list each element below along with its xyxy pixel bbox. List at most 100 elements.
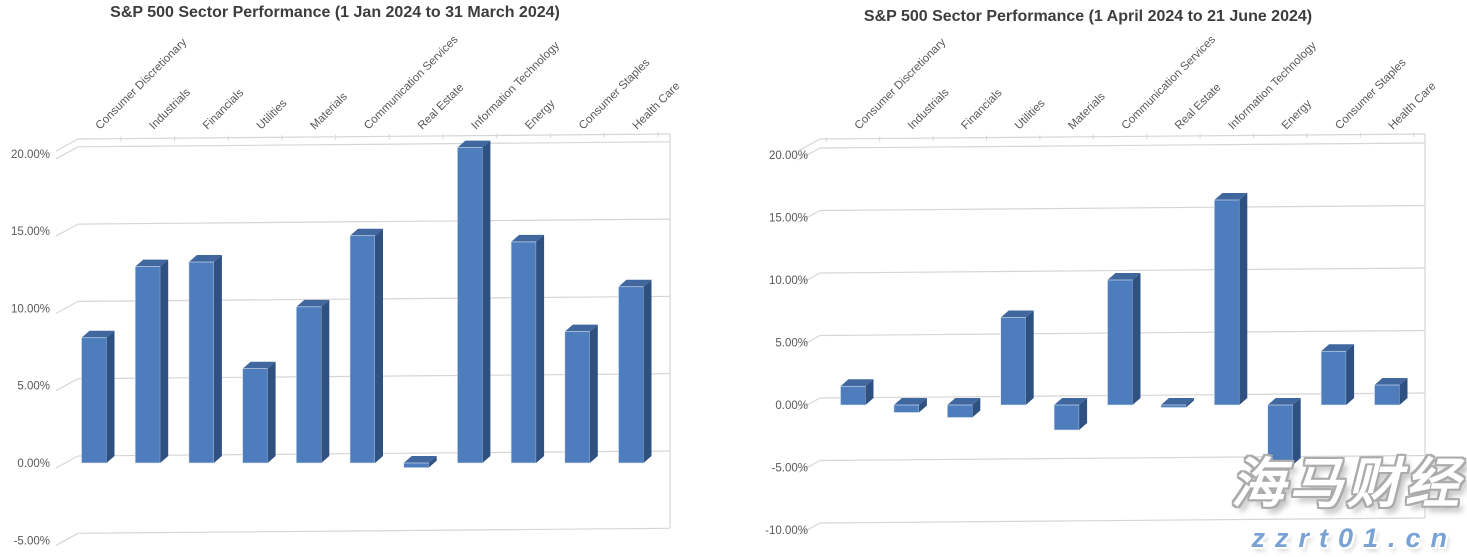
bar-financials xyxy=(188,255,222,464)
bar-real-estate xyxy=(403,456,437,468)
bar-consumer-discretionary xyxy=(840,379,874,406)
bar-top-face xyxy=(403,456,437,463)
category-label: Consumer Discretionary xyxy=(853,36,949,132)
category-label: Financials xyxy=(959,87,1004,132)
bar-side-face xyxy=(375,228,383,463)
bar-side-face xyxy=(213,255,222,463)
bar-front-face xyxy=(564,331,591,464)
category-label: Real Estate xyxy=(416,82,467,133)
gridline-leadin xyxy=(797,459,821,474)
watermark-site-url: zzrt01.cn xyxy=(1251,523,1457,553)
bar-front-face xyxy=(1000,317,1027,406)
gridline xyxy=(819,517,1426,524)
chart-q2-title: S&P 500 Sector Performance (1 April 2024… xyxy=(863,8,1313,25)
bar-top-face xyxy=(1054,398,1088,405)
bar-side-face xyxy=(106,330,115,463)
y-axis-tick-label: 0.00% xyxy=(775,400,808,412)
category-label: Communication Services xyxy=(362,34,461,133)
gridline-leadin xyxy=(55,223,79,237)
bar-front-face xyxy=(1160,404,1187,408)
bar-energy xyxy=(1267,398,1301,466)
gridline xyxy=(77,141,671,148)
bar-front-face xyxy=(188,261,215,464)
bar-front-face xyxy=(510,241,537,464)
bar-side-face xyxy=(267,361,276,463)
bar-top-face xyxy=(242,361,276,369)
bar-front-face xyxy=(134,266,161,464)
bar-real-estate xyxy=(1160,398,1194,408)
bar-side-face xyxy=(1346,344,1355,405)
bar-top-face xyxy=(457,140,491,148)
y-axis-tick-label: 0.00% xyxy=(17,458,50,470)
bar-side-face xyxy=(1399,378,1408,405)
y-axis-tick-label: -10.00% xyxy=(765,525,808,537)
bar-top-face xyxy=(893,398,927,405)
gridline-leadin xyxy=(55,455,79,469)
bar-side-face xyxy=(1292,398,1301,465)
bar-materials xyxy=(295,299,330,464)
gridline-leadin xyxy=(797,397,821,411)
bar-top-face xyxy=(135,259,169,267)
bar-front-face xyxy=(1267,404,1293,466)
bar-utilities xyxy=(1000,310,1034,406)
bar-top-face xyxy=(840,379,874,387)
bar-top-face xyxy=(618,279,652,287)
gridline-leadin xyxy=(55,532,79,546)
gridline xyxy=(819,267,1426,274)
bar-top-face xyxy=(1374,378,1408,385)
bar-front-face xyxy=(403,462,430,468)
gridline-leadin xyxy=(797,522,821,536)
bar-side-face xyxy=(1185,398,1194,408)
bar-front-face xyxy=(295,306,322,464)
bar-side-face xyxy=(1079,398,1088,430)
bar-front-face xyxy=(1320,350,1347,406)
bar-top-face xyxy=(81,330,115,338)
bar-side-face xyxy=(1132,273,1141,405)
gridline xyxy=(819,454,1426,462)
gridline-leadin xyxy=(797,334,821,349)
bar-top-face xyxy=(350,228,383,236)
gridline xyxy=(819,204,1426,212)
category-label: Energy xyxy=(1280,98,1314,132)
category-label: Materials xyxy=(1066,90,1108,132)
category-label: Information Technology xyxy=(470,40,563,133)
category-label: Utilities xyxy=(255,97,290,132)
gridline-leadin xyxy=(55,378,79,392)
bar-side-face xyxy=(972,398,981,418)
bar-consumer-discretionary xyxy=(81,330,115,464)
bar-energy xyxy=(510,234,545,464)
bar-front-face xyxy=(840,385,866,406)
bar-side-face xyxy=(1239,193,1248,405)
bar-communication-services xyxy=(349,228,383,464)
chart-q1-title: S&P 500 Sector Performance (1 Jan 2024 t… xyxy=(110,4,560,21)
bar-side-face xyxy=(1025,310,1034,405)
bar-top-face xyxy=(511,234,545,242)
category-label: Communication Services xyxy=(1120,34,1219,133)
bar-side-face xyxy=(918,398,927,413)
bar-top-face xyxy=(1160,398,1194,405)
y-axis-tick-label: -5.00% xyxy=(14,535,50,547)
category-label: Industrials xyxy=(906,86,952,132)
plot-top-edge-leadin xyxy=(55,138,79,152)
bar-industrials xyxy=(893,398,927,413)
bar-top-face xyxy=(1000,310,1034,318)
gridline-leadin xyxy=(797,272,821,286)
gridline-leadin xyxy=(797,147,821,161)
bar-top-face xyxy=(1321,344,1355,352)
y-axis-tick-label: 15.00% xyxy=(769,213,808,225)
bar-health-care xyxy=(618,279,652,464)
bar-top-face xyxy=(296,299,330,307)
y-axis-tick-label: 5.00% xyxy=(17,381,50,393)
plot-top-edge-leadin xyxy=(797,138,821,152)
y-axis-tick-label: 5.00% xyxy=(775,338,808,350)
bar-financials xyxy=(946,398,981,418)
y-axis-tick-label: 10.00% xyxy=(769,275,808,287)
bar-top-face xyxy=(188,255,222,263)
plot-top-edge xyxy=(819,133,1426,140)
bar-consumer-staples xyxy=(1320,344,1355,406)
bar-side-face xyxy=(643,279,652,463)
bar-front-face xyxy=(1374,384,1400,406)
bar-communication-services xyxy=(1107,273,1141,406)
watermark-chinese-text: 海马财经 xyxy=(1231,454,1463,514)
